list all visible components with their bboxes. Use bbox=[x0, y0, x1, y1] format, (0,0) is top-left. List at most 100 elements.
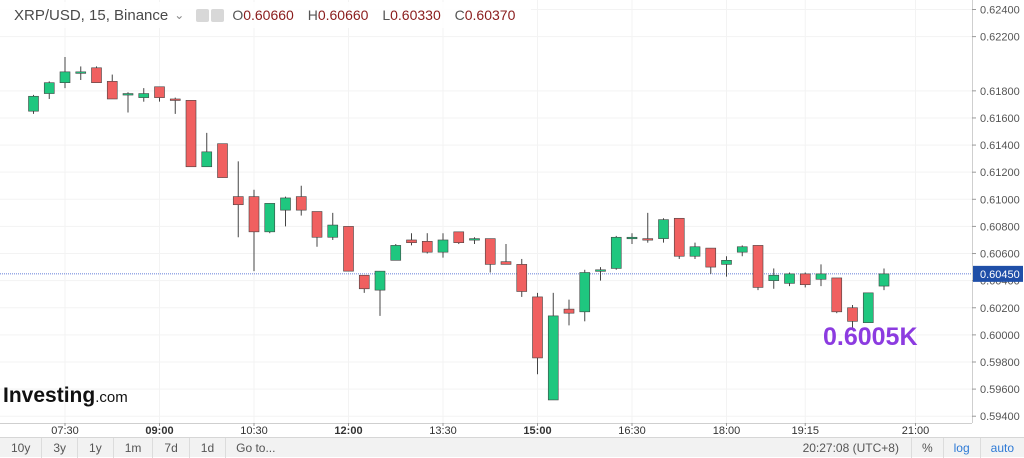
candle bbox=[500, 244, 512, 265]
candle bbox=[295, 185, 307, 216]
candle-body-up bbox=[374, 270, 386, 291]
candle-body-up bbox=[59, 71, 71, 84]
candle bbox=[484, 238, 496, 273]
candle bbox=[390, 244, 402, 261]
candle bbox=[784, 272, 795, 287]
range-1m-button[interactable]: 1m bbox=[114, 437, 154, 458]
price-tick-label: 0.60800 bbox=[980, 221, 1020, 233]
ohlc-values: O0.60660 H0.60660 L0.60330 C0.60370 bbox=[232, 7, 525, 23]
candle-body-up bbox=[579, 272, 591, 313]
candle-body-down bbox=[673, 217, 685, 257]
candle bbox=[437, 233, 449, 258]
candle bbox=[642, 212, 654, 243]
time-tick-label: 19:15 bbox=[791, 425, 819, 437]
candle-body-up bbox=[437, 239, 449, 253]
candle-body-down bbox=[421, 241, 433, 253]
price-tick-label: 0.60000 bbox=[980, 330, 1020, 342]
settings-icon[interactable] bbox=[211, 8, 225, 22]
log-toggle[interactable]: log bbox=[942, 437, 980, 458]
time-tick-label: 09:00 bbox=[145, 425, 173, 437]
close-key: C bbox=[454, 7, 465, 23]
candle-body-up bbox=[736, 246, 748, 253]
time-tick-label: 15:00 bbox=[523, 425, 551, 437]
candle bbox=[217, 143, 228, 178]
candle bbox=[358, 274, 370, 293]
candle-body-down bbox=[642, 238, 654, 241]
time-tick-label: 21:00 bbox=[902, 425, 930, 437]
candle-body-down bbox=[406, 239, 417, 243]
candle bbox=[673, 217, 685, 259]
low-value: 0.60330 bbox=[390, 7, 441, 23]
candle-body-down bbox=[516, 264, 528, 292]
candle-body-up bbox=[768, 274, 780, 281]
candle bbox=[248, 189, 260, 272]
goto-button[interactable]: Go to... bbox=[236, 440, 276, 455]
candle-body-down bbox=[91, 67, 102, 84]
percent-toggle[interactable]: % bbox=[910, 437, 943, 458]
candle-body-up bbox=[610, 236, 622, 269]
close-value: 0.60370 bbox=[464, 7, 516, 23]
price-tick-label: 0.59600 bbox=[980, 384, 1020, 396]
time-axis-labels: 07:30 09:00 10:30 12:00 13:30 15:00 16:30 18:00… bbox=[51, 423, 929, 437]
candlestick-chart[interactable]: 0.62400 0.62200 0.61800 0.61600 0.61400 0.612… bbox=[0, 0, 1024, 437]
candle bbox=[122, 92, 134, 113]
range-3y-button[interactable]: 3y bbox=[42, 437, 79, 458]
candle-body-up bbox=[327, 224, 339, 238]
range-7d-button[interactable]: 7d bbox=[153, 437, 190, 458]
candle-body-down bbox=[169, 98, 181, 101]
candle bbox=[453, 231, 465, 245]
candle bbox=[469, 237, 480, 245]
candle-body-up bbox=[280, 197, 291, 211]
candle bbox=[721, 256, 732, 277]
price-tick-label: 0.59400 bbox=[980, 411, 1020, 423]
candle bbox=[185, 100, 197, 168]
open-value: 0.60660 bbox=[243, 7, 294, 23]
candle bbox=[878, 268, 890, 291]
candle-body-down bbox=[847, 307, 858, 322]
time-tick-label: 13:30 bbox=[429, 425, 457, 437]
logo-suffix: .com bbox=[95, 389, 128, 406]
candle bbox=[799, 272, 811, 288]
candles bbox=[28, 56, 890, 401]
eye-icon[interactable] bbox=[196, 8, 210, 22]
price-tick-label: 0.62200 bbox=[980, 32, 1020, 44]
candle-body-up bbox=[469, 238, 480, 241]
price-tick-label: 0.60200 bbox=[980, 303, 1020, 315]
range-10y-button[interactable]: 10y bbox=[0, 437, 43, 458]
candle bbox=[406, 233, 417, 246]
candle-body-down bbox=[484, 238, 496, 265]
candle bbox=[138, 88, 150, 102]
candle bbox=[59, 56, 71, 89]
chart-legend: XRP/USD, 15, Binance ⌄ O0.60660 H0.60660… bbox=[0, 2, 532, 28]
candle bbox=[563, 299, 575, 326]
chevron-down-icon[interactable]: ⌄ bbox=[174, 8, 185, 22]
auto-toggle[interactable]: auto bbox=[979, 437, 1024, 458]
candle-body-down bbox=[752, 245, 764, 288]
symbol-title[interactable]: XRP/USD, 15, Binance bbox=[14, 6, 169, 24]
candle-body-up bbox=[626, 236, 638, 240]
price-axis[interactable] bbox=[972, 0, 1024, 423]
candle-body-up bbox=[595, 269, 606, 272]
candle-body-up bbox=[862, 292, 874, 323]
price-tick-label: 0.61000 bbox=[980, 194, 1020, 206]
candle-body-up bbox=[122, 93, 134, 96]
candle bbox=[169, 97, 181, 114]
time-tick-label: 18:00 bbox=[713, 425, 741, 437]
candle bbox=[311, 211, 323, 247]
candle bbox=[28, 94, 39, 114]
candle bbox=[626, 233, 638, 245]
grid bbox=[0, 0, 972, 423]
candle-body-up bbox=[547, 315, 559, 401]
open-key: O bbox=[232, 7, 244, 23]
candle-body-down bbox=[453, 231, 465, 243]
candle bbox=[75, 66, 87, 80]
candle-body-up bbox=[390, 245, 402, 261]
range-1d-button[interactable]: 1d bbox=[190, 437, 227, 458]
candle bbox=[862, 292, 874, 323]
candle-body-up bbox=[878, 273, 890, 287]
candle-body-up bbox=[784, 273, 795, 284]
candle bbox=[264, 203, 276, 234]
candle-body-down bbox=[185, 100, 197, 168]
range-1y-button[interactable]: 1y bbox=[78, 437, 114, 458]
candle bbox=[232, 161, 244, 238]
